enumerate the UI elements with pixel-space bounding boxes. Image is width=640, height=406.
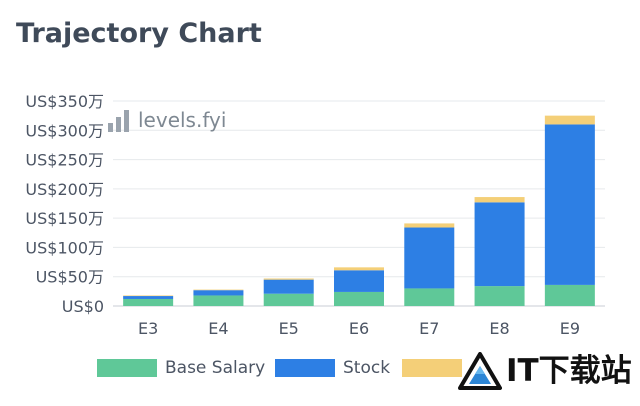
bar-segment bbox=[334, 267, 384, 271]
bar-segment bbox=[404, 227, 455, 289]
x-axis: E3 E4 E5 E6 E7 E8 E9 bbox=[138, 319, 580, 338]
chart-title: Trajectory Chart bbox=[16, 18, 262, 49]
bar-segment bbox=[404, 288, 455, 306]
bar-segment bbox=[263, 279, 314, 294]
bar-segment bbox=[193, 290, 244, 296]
y-axis: US$0 US$50万 US$100万 US$150万 US$200万 US$250万 US… bbox=[25, 92, 104, 316]
bar-segment bbox=[474, 197, 525, 203]
bar-segment bbox=[474, 202, 525, 287]
levels-logo-icon bbox=[108, 110, 129, 132]
y-tick-label: US$200万 bbox=[25, 180, 104, 199]
legend-label: Stock bbox=[343, 358, 391, 378]
watermark-text: levels.fyi bbox=[138, 108, 227, 132]
legend-swatch bbox=[402, 359, 462, 377]
y-tick-label: US$100万 bbox=[25, 238, 104, 257]
legend-label: Base Salary bbox=[165, 358, 266, 378]
y-tick-label: US$0 bbox=[62, 297, 104, 316]
x-tick-label: E6 bbox=[349, 319, 369, 338]
bar-segment bbox=[334, 270, 384, 292]
bar-segment bbox=[193, 295, 244, 306]
bar-segment bbox=[263, 278, 314, 280]
x-tick-label: E4 bbox=[208, 319, 228, 338]
bars bbox=[123, 115, 595, 306]
bar-segment bbox=[123, 296, 174, 299]
watermark: levels.fyi bbox=[108, 108, 226, 132]
legend-swatch bbox=[97, 359, 157, 377]
x-tick-label: E3 bbox=[138, 319, 158, 338]
y-tick-label: US$50万 bbox=[36, 268, 104, 287]
y-tick-label: US$250万 bbox=[25, 151, 104, 170]
bar-segment bbox=[123, 298, 174, 306]
bar-segment bbox=[263, 293, 314, 306]
bar-segment bbox=[544, 115, 595, 125]
triangle-logo-icon bbox=[458, 352, 502, 390]
site-logo: IT下载站 bbox=[458, 352, 632, 390]
stacked-bar-chart: US$0 US$50万 US$100万 US$150万 US$200万 US$250万 US… bbox=[25, 92, 605, 338]
bar-segment bbox=[404, 223, 455, 228]
x-tick-label: E8 bbox=[489, 319, 509, 338]
bar-segment bbox=[193, 289, 244, 291]
bar-segment bbox=[334, 291, 384, 306]
y-tick-label: US$150万 bbox=[25, 209, 104, 228]
x-tick-label: E5 bbox=[279, 319, 299, 338]
legend-swatch bbox=[275, 359, 335, 377]
y-tick-label: US$350万 bbox=[25, 92, 104, 111]
site-logo-text: IT下载站 bbox=[506, 352, 632, 389]
bar-segment bbox=[474, 286, 525, 306]
bar-segment bbox=[544, 284, 595, 306]
y-tick-label: US$300万 bbox=[25, 121, 104, 140]
bar-segment bbox=[544, 124, 595, 285]
bar-segment bbox=[123, 295, 174, 297]
x-tick-label: E9 bbox=[560, 319, 580, 338]
x-tick-label: E7 bbox=[419, 319, 439, 338]
